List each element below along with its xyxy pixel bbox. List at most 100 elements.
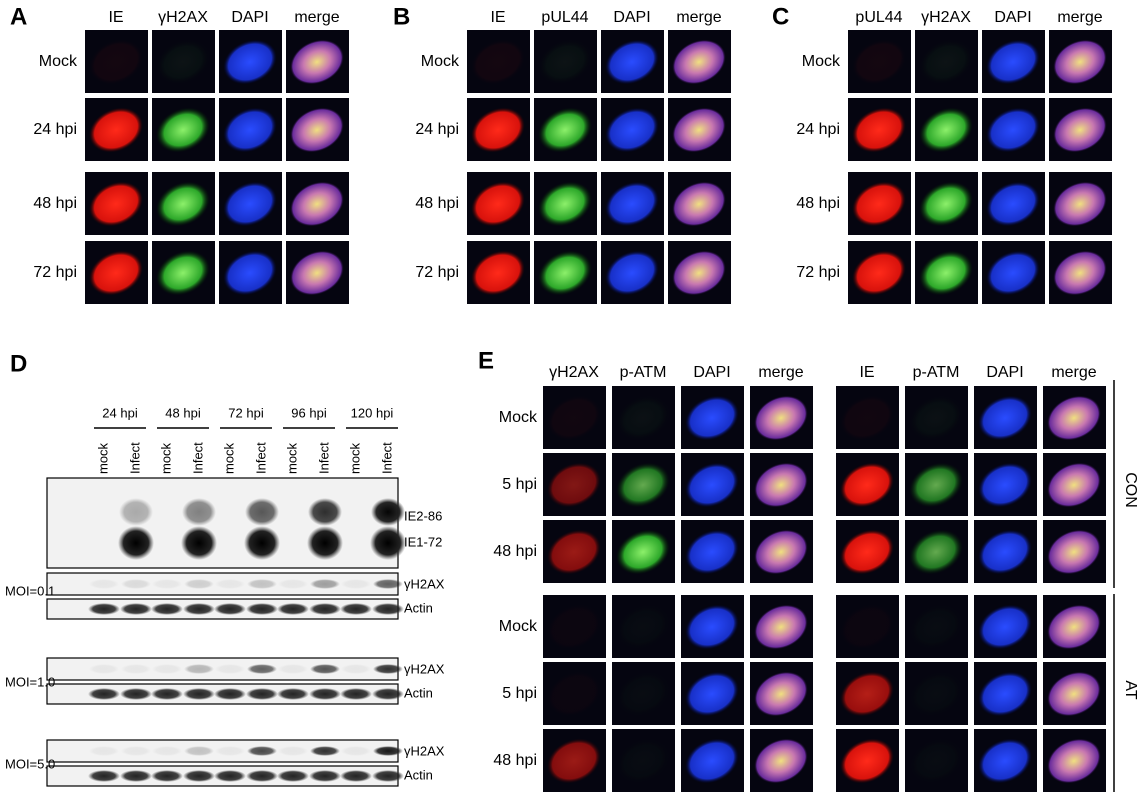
nucleus (909, 462, 963, 508)
lane-label: Infect (127, 442, 142, 474)
band (246, 770, 278, 782)
band (121, 664, 151, 674)
band (372, 603, 404, 615)
group-label: CON (1122, 472, 1139, 508)
nucleus (685, 462, 739, 508)
column-label: DAPI (693, 364, 730, 381)
panel-letter: B (393, 3, 410, 30)
band (278, 579, 308, 589)
row-label: 48 hpi (796, 195, 840, 212)
band (341, 579, 371, 589)
band (214, 770, 246, 782)
band (340, 688, 372, 700)
lane-label: Infect (253, 442, 268, 474)
band (88, 688, 120, 700)
band (184, 579, 214, 589)
nucleus (685, 671, 739, 717)
timepoint-label: 48 hpi (165, 405, 201, 420)
nucleus (840, 671, 894, 717)
lane-label: mock (284, 442, 299, 474)
column-label: IE (859, 364, 874, 381)
band (88, 603, 120, 615)
band (119, 498, 153, 526)
nucleus (685, 529, 739, 575)
nucleus (672, 250, 726, 296)
band-label: IE2-86 (404, 508, 442, 523)
band-label: Actin (404, 600, 433, 615)
row-label: 48 hpi (415, 195, 459, 212)
nucleus (840, 738, 894, 784)
nucleus (754, 395, 808, 441)
band-label: γH2AX (404, 576, 445, 591)
micrograph (905, 662, 968, 725)
column-label: merge (758, 364, 803, 381)
nucleus (290, 181, 344, 227)
band (372, 770, 404, 782)
lane-label: Infect (379, 442, 394, 474)
nucleus (919, 107, 973, 153)
nucleus (223, 107, 277, 153)
band (121, 746, 151, 756)
nucleus (471, 250, 525, 296)
row-label: Mock (499, 409, 538, 426)
nucleus (538, 250, 592, 296)
column-label: merge (676, 9, 721, 26)
nucleus (754, 462, 808, 508)
nucleus (89, 107, 143, 153)
nucleus (1047, 671, 1101, 717)
nucleus (919, 250, 973, 296)
column-label: pUL44 (855, 9, 902, 26)
band (183, 603, 215, 615)
band (370, 526, 406, 560)
band (121, 579, 151, 589)
nucleus (1053, 250, 1107, 296)
band (341, 746, 371, 756)
nucleus (616, 395, 670, 441)
nucleus (1047, 738, 1101, 784)
nucleus (1053, 181, 1107, 227)
row-label: 72 hpi (415, 264, 459, 281)
nucleus (605, 39, 659, 85)
band (373, 746, 403, 756)
nucleus (909, 529, 963, 575)
column-label: DAPI (994, 9, 1031, 26)
row-label: 72 hpi (33, 264, 77, 281)
band (244, 526, 280, 560)
nucleus (616, 529, 670, 575)
micrograph (905, 729, 968, 792)
band (151, 770, 183, 782)
row-label: Mock (499, 618, 538, 635)
nucleus (840, 462, 894, 508)
column-label: γH2AX (549, 364, 599, 381)
micrograph (543, 662, 606, 725)
moi-label: MOI=5.0 (5, 756, 55, 771)
band (310, 664, 340, 674)
nucleus (547, 462, 601, 508)
nucleus (852, 250, 906, 296)
nucleus (852, 107, 906, 153)
nucleus (290, 39, 344, 85)
band (341, 664, 371, 674)
nucleus (1053, 39, 1107, 85)
nucleus (909, 395, 963, 441)
timepoint-label: 120 hpi (351, 405, 394, 420)
band (120, 688, 152, 700)
nucleus (978, 395, 1032, 441)
band (277, 770, 309, 782)
nucleus (471, 107, 525, 153)
band (152, 664, 182, 674)
band (278, 746, 308, 756)
column-label: merge (1057, 9, 1102, 26)
band (310, 579, 340, 589)
nucleus (1053, 107, 1107, 153)
nucleus (685, 604, 739, 650)
band (151, 688, 183, 700)
band (277, 688, 309, 700)
nucleus (538, 39, 592, 85)
nucleus (919, 181, 973, 227)
nucleus (919, 39, 973, 85)
nucleus (605, 181, 659, 227)
nucleus (978, 529, 1032, 575)
band-label: Actin (404, 767, 433, 782)
nucleus (471, 39, 525, 85)
